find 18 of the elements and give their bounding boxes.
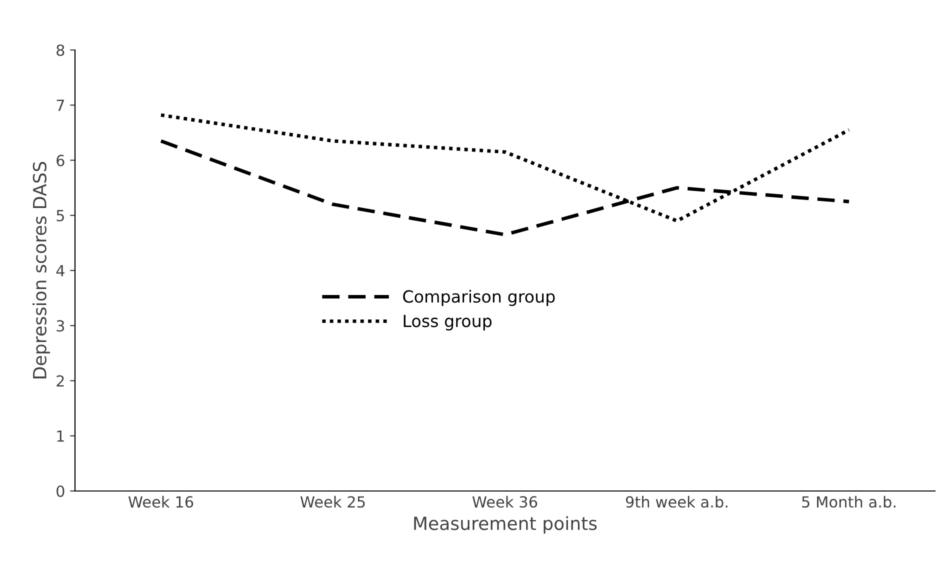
y-tick-label: 3 — [56, 320, 64, 332]
x-tick-label: Week 16 — [128, 496, 194, 508]
y-tick-label: 4 — [56, 265, 64, 276]
x-tick-label: Week 25 — [300, 496, 365, 508]
y-tick-label: 6 — [56, 154, 64, 166]
x-tick-label: 5 Month a.b. — [802, 496, 896, 508]
y-tick-label: 0 — [56, 485, 64, 498]
y-tick-label: 2 — [56, 375, 64, 387]
legend-label: Loss group — [404, 314, 492, 330]
y-tick-label: 1 — [57, 430, 64, 442]
x-axis-title: Measurement points — [414, 516, 597, 534]
y-axis-title: Depression scores DASS — [32, 162, 50, 378]
y-tick-label: 7 — [56, 100, 64, 111]
x-tick-label: 9th week a.b. — [626, 496, 728, 508]
y-tick-label: 5 — [56, 210, 64, 222]
y-tick-label: 8 — [56, 44, 64, 56]
x-tick-label: Week 36 — [472, 496, 538, 508]
legend-label: Comparison group — [403, 290, 555, 306]
